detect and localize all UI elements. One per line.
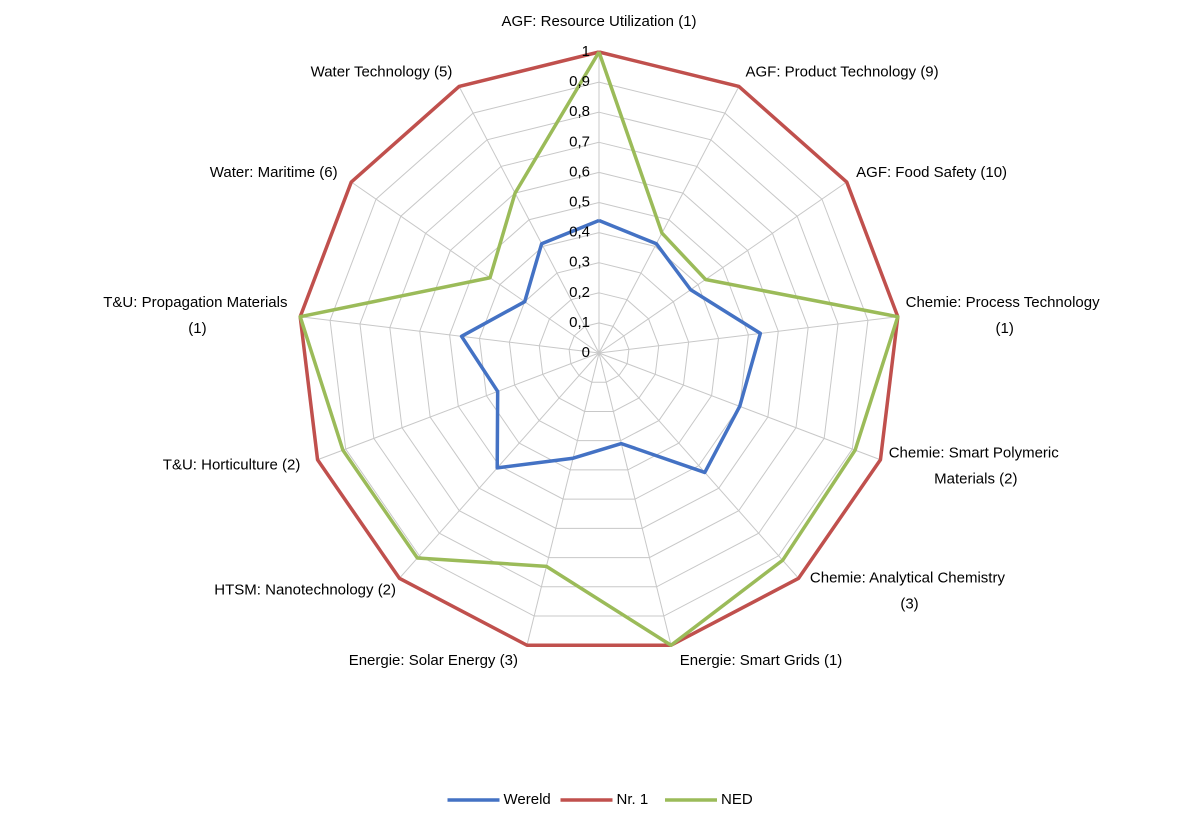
grid-line (538, 292, 660, 412)
y-tick-label: 0,7 (569, 133, 590, 150)
series-line (298, 51, 900, 648)
category-label: Energie: Solar Energy (3) (349, 652, 518, 669)
y-tick-label: 0,9 (569, 73, 590, 90)
series-line (298, 50, 900, 648)
grid-line (449, 201, 749, 500)
axis-spoke (526, 352, 600, 646)
category-label: Water Technology (5) (311, 63, 453, 80)
y-tick-label: 0,4 (569, 224, 590, 241)
legend-label: Wereld (504, 791, 551, 808)
category-label: AGF: Resource Utilization (1) (501, 13, 696, 30)
axis-spoke (458, 86, 600, 354)
category-label: T&U: Horticulture (2) (163, 456, 301, 473)
y-tick-label: 0,2 (569, 284, 590, 301)
axis-spoke (598, 181, 848, 354)
grid-line (568, 322, 630, 383)
category-label: T&U: Propagation Materials (1) (103, 294, 287, 337)
axis-spoke (300, 316, 600, 354)
category-label: Chemie: Process Technology (1) (906, 294, 1100, 337)
grid-line (508, 262, 690, 442)
category-label: Chemie: Analytical Chemistry (3) (810, 569, 1006, 612)
grid-line (359, 111, 839, 588)
axis-spoke (350, 181, 600, 354)
legend-label: NED (721, 791, 753, 808)
category-label: Chemie: Smart Polymeric Materials (2) (889, 444, 1060, 487)
y-tick-label: 0 (582, 344, 590, 361)
axis-spoke (317, 352, 600, 461)
grid-line (389, 141, 809, 559)
y-tick-label: 0,3 (569, 254, 590, 271)
category-label: AGF: Food Safety (10) (856, 164, 1007, 181)
grid-line (478, 232, 720, 471)
axis-spoke (598, 352, 672, 646)
series-line (459, 218, 763, 475)
axis-spoke (598, 316, 898, 354)
axis-spoke (598, 352, 799, 579)
grid-line (419, 171, 779, 529)
y-tick-label: 0,8 (569, 103, 590, 120)
category-label: AGF: Product Technology (9) (746, 63, 939, 80)
axis-spoke (399, 352, 600, 579)
category-label: Energie: Smart Grids (1) (680, 652, 843, 669)
legend-label: Nr. 1 (617, 791, 649, 808)
y-tick-label: 0,5 (569, 193, 590, 210)
y-tick-label: 0,1 (569, 314, 590, 331)
category-label: HTSM: Nanotechnology (2) (214, 581, 396, 598)
category-label: Water: Maritime (6) (210, 164, 338, 181)
y-tick-label: 1 (582, 43, 590, 60)
axis-spoke (598, 86, 740, 354)
grid-line (329, 81, 869, 617)
y-tick-label: 0,6 (569, 163, 590, 180)
